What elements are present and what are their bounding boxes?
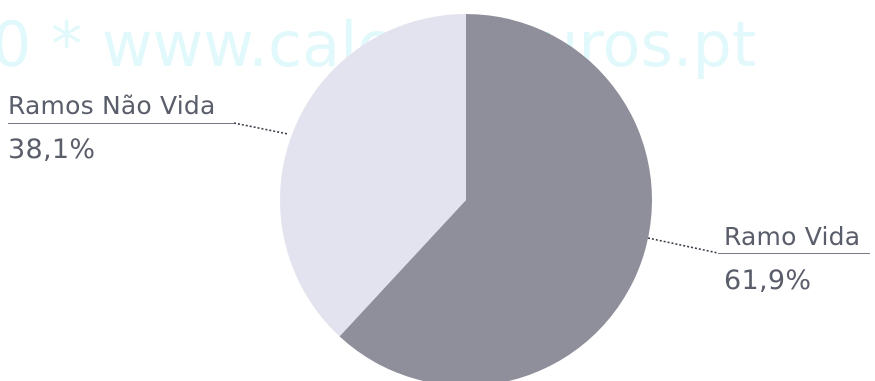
slice-value-vida: 61,9% — [724, 265, 812, 296]
leader-line-vida — [647, 237, 719, 254]
label-underline-vida — [718, 253, 870, 254]
slice-label-nao-vida: Ramos Não Vida — [8, 91, 216, 120]
pie-slice-nao-vida — [279, 14, 466, 337]
label-underline-nao-vida — [8, 123, 234, 124]
pie-slice-vida — [339, 14, 652, 381]
slice-value-nao-vida: 38,1% — [8, 134, 96, 165]
leader-line-nao-vida — [233, 122, 289, 135]
slice-label-vida: Ramo Vida — [724, 222, 861, 251]
